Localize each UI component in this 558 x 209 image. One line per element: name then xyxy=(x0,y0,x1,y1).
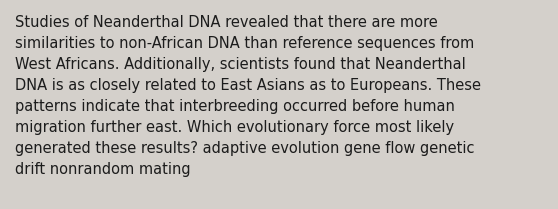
Text: Studies of Neanderthal DNA revealed that there are more
similarities to non-Afri: Studies of Neanderthal DNA revealed that… xyxy=(15,15,481,177)
